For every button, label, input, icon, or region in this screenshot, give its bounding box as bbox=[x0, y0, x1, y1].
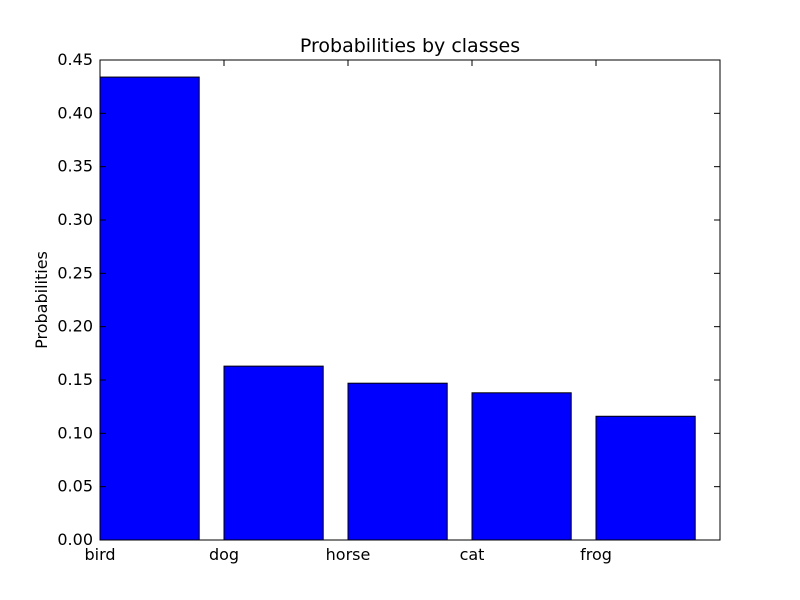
x-tick-label-bird: bird bbox=[84, 545, 115, 564]
chart-title: Probabilities by classes bbox=[300, 35, 520, 57]
y-tick-label: 0.35 bbox=[57, 157, 93, 176]
plot-frame bbox=[99, 59, 721, 541]
bar-frog bbox=[595, 415, 696, 541]
y-tick-label: 0.25 bbox=[57, 263, 93, 282]
x-tick-label-horse: horse bbox=[326, 545, 371, 564]
x-tick-label-dog: dog bbox=[209, 545, 239, 564]
bar-horse bbox=[347, 382, 448, 541]
y-tick-label: 0.45 bbox=[57, 50, 93, 69]
y-axis-label: Probabilities bbox=[32, 251, 51, 349]
bar-cat bbox=[471, 392, 572, 541]
x-tick-labels: bird dog horse cat frog bbox=[84, 545, 611, 564]
x-tick-label-frog: frog bbox=[580, 545, 612, 564]
y-tick-label: 0.10 bbox=[57, 423, 93, 442]
y-tick-label: 0.15 bbox=[57, 370, 93, 389]
y-tick-label: 0.05 bbox=[57, 477, 93, 496]
y-tick-label: 0.30 bbox=[57, 210, 93, 229]
y-tick-label: 0.00 bbox=[57, 530, 93, 549]
bar-dog bbox=[223, 365, 324, 541]
y-tick-label: 0.20 bbox=[57, 317, 93, 336]
y-tick-label: 0.40 bbox=[57, 103, 93, 122]
bars-group bbox=[99, 76, 696, 541]
bar-bird bbox=[99, 76, 200, 541]
y-tick-labels: 0.00 0.05 0.10 0.15 0.20 0.25 0.30 0.35 0.40 0.45 bbox=[57, 50, 93, 549]
x-tick-label-cat: cat bbox=[460, 545, 485, 564]
ticks-group bbox=[99, 59, 720, 541]
